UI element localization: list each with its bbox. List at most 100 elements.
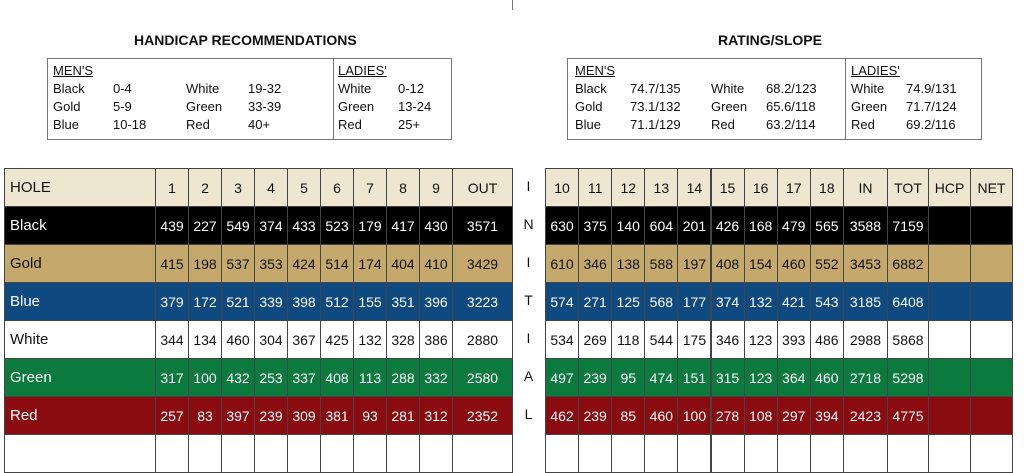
table-cell: 537 bbox=[221, 244, 255, 283]
table-cell: 100 bbox=[677, 396, 712, 435]
table-cell: 346 bbox=[578, 244, 613, 283]
table-cell: 367 bbox=[287, 320, 321, 359]
table-cell: 3588 bbox=[842, 206, 888, 245]
initial-letter: A bbox=[523, 368, 534, 384]
box-entry: 68.2/123 bbox=[766, 81, 817, 96]
table-cell: 351 bbox=[386, 282, 420, 321]
empty-cell bbox=[776, 434, 811, 473]
table-cell: 155 bbox=[353, 282, 387, 321]
table-cell: 3223 bbox=[452, 282, 513, 321]
table-cell: 432 bbox=[221, 358, 255, 397]
empty-cell bbox=[928, 396, 971, 435]
box-entry: Red bbox=[186, 117, 210, 132]
empty-cell bbox=[928, 244, 971, 283]
table-cell: 132 bbox=[743, 282, 778, 321]
table-cell: 3571 bbox=[452, 206, 513, 245]
empty-cell bbox=[578, 434, 613, 473]
table-cell: 2988 bbox=[842, 320, 888, 359]
table-cell: 13 bbox=[644, 168, 679, 207]
table-cell: 339 bbox=[254, 282, 288, 321]
table-cell: 2880 bbox=[452, 320, 513, 359]
table-cell: 439 bbox=[155, 206, 189, 245]
box-heading: LADIES' bbox=[338, 63, 387, 78]
table-cell: 253 bbox=[254, 358, 288, 397]
table-cell: 9 bbox=[419, 168, 453, 207]
empty-cell bbox=[809, 434, 844, 473]
table-cell: 288 bbox=[386, 358, 420, 397]
table-cell: 574 bbox=[545, 282, 580, 321]
initial-letter: N bbox=[523, 216, 534, 232]
section-title: HANDICAP RECOMMENDATIONS bbox=[134, 32, 357, 48]
top-divider bbox=[512, 0, 513, 10]
box-entry: Blue bbox=[53, 117, 80, 132]
table-cell: 317 bbox=[155, 358, 189, 397]
box-entry: 25+ bbox=[398, 117, 421, 132]
table-cell: 5298 bbox=[887, 358, 929, 397]
table-cell: 398 bbox=[287, 282, 321, 321]
table-cell: 364 bbox=[776, 358, 811, 397]
empty-cell bbox=[970, 396, 1013, 435]
table-cell: 426 bbox=[710, 206, 745, 245]
table-cell: 138 bbox=[611, 244, 646, 283]
table-cell: 2580 bbox=[452, 358, 513, 397]
table-cell: Blue bbox=[4, 282, 156, 321]
table-cell: 425 bbox=[320, 320, 354, 359]
table-cell: 93 bbox=[353, 396, 387, 435]
table-cell: 374 bbox=[254, 206, 288, 245]
table-cell: 132 bbox=[353, 320, 387, 359]
box-entry: 71.7/124 bbox=[906, 99, 957, 114]
table-cell: 346 bbox=[710, 320, 745, 359]
table-cell: 6408 bbox=[887, 282, 929, 321]
table-cell: 10 bbox=[545, 168, 580, 207]
empty-cell bbox=[928, 434, 971, 473]
table-cell: 177 bbox=[677, 282, 712, 321]
table-cell: 552 bbox=[809, 244, 844, 283]
box-entry: Black bbox=[53, 81, 85, 96]
empty-cell bbox=[970, 358, 1013, 397]
table-cell: 17 bbox=[776, 168, 811, 207]
table-cell: 304 bbox=[254, 320, 288, 359]
table-cell: 118 bbox=[611, 320, 646, 359]
empty-cell bbox=[155, 434, 189, 473]
empty-cell bbox=[928, 358, 971, 397]
empty-cell bbox=[287, 434, 321, 473]
empty-cell bbox=[254, 434, 288, 473]
table-cell: 381 bbox=[320, 396, 354, 435]
table-cell: 2718 bbox=[842, 358, 888, 397]
empty-cell bbox=[928, 282, 971, 321]
empty-cell bbox=[545, 434, 580, 473]
box-entry: 74.7/135 bbox=[630, 81, 681, 96]
table-cell: 239 bbox=[578, 358, 613, 397]
table-cell: 198 bbox=[188, 244, 222, 283]
table-cell: White bbox=[4, 320, 156, 359]
empty-cell bbox=[353, 434, 387, 473]
table-cell: 227 bbox=[188, 206, 222, 245]
table-cell: 281 bbox=[386, 396, 420, 435]
table-cell: 332 bbox=[419, 358, 453, 397]
table-cell: Black bbox=[4, 206, 156, 245]
table-cell: 312 bbox=[419, 396, 453, 435]
empty-cell bbox=[4, 434, 156, 473]
table-cell: 6882 bbox=[887, 244, 929, 283]
table-cell: 140 bbox=[611, 206, 646, 245]
table-cell: 6 bbox=[320, 168, 354, 207]
table-cell: Green bbox=[4, 358, 156, 397]
initial-letter: T bbox=[524, 292, 533, 308]
table-cell: 12 bbox=[611, 168, 646, 207]
box-entry: Red bbox=[851, 117, 875, 132]
initial-letter: I bbox=[526, 254, 531, 270]
box-heading: MEN'S bbox=[53, 63, 94, 78]
table-cell: 462 bbox=[545, 396, 580, 435]
table-cell: 2423 bbox=[842, 396, 888, 435]
box-entry: Blue bbox=[575, 117, 602, 132]
table-cell: 328 bbox=[386, 320, 420, 359]
table-cell: 404 bbox=[386, 244, 420, 283]
empty-cell bbox=[188, 434, 222, 473]
table-cell: 123 bbox=[743, 320, 778, 359]
table-cell: 271 bbox=[578, 282, 613, 321]
table-cell: 375 bbox=[578, 206, 613, 245]
table-cell: 315 bbox=[710, 358, 745, 397]
box-heading: LADIES' bbox=[851, 63, 900, 78]
initial-letter: L bbox=[524, 406, 533, 422]
table-cell: 278 bbox=[710, 396, 745, 435]
